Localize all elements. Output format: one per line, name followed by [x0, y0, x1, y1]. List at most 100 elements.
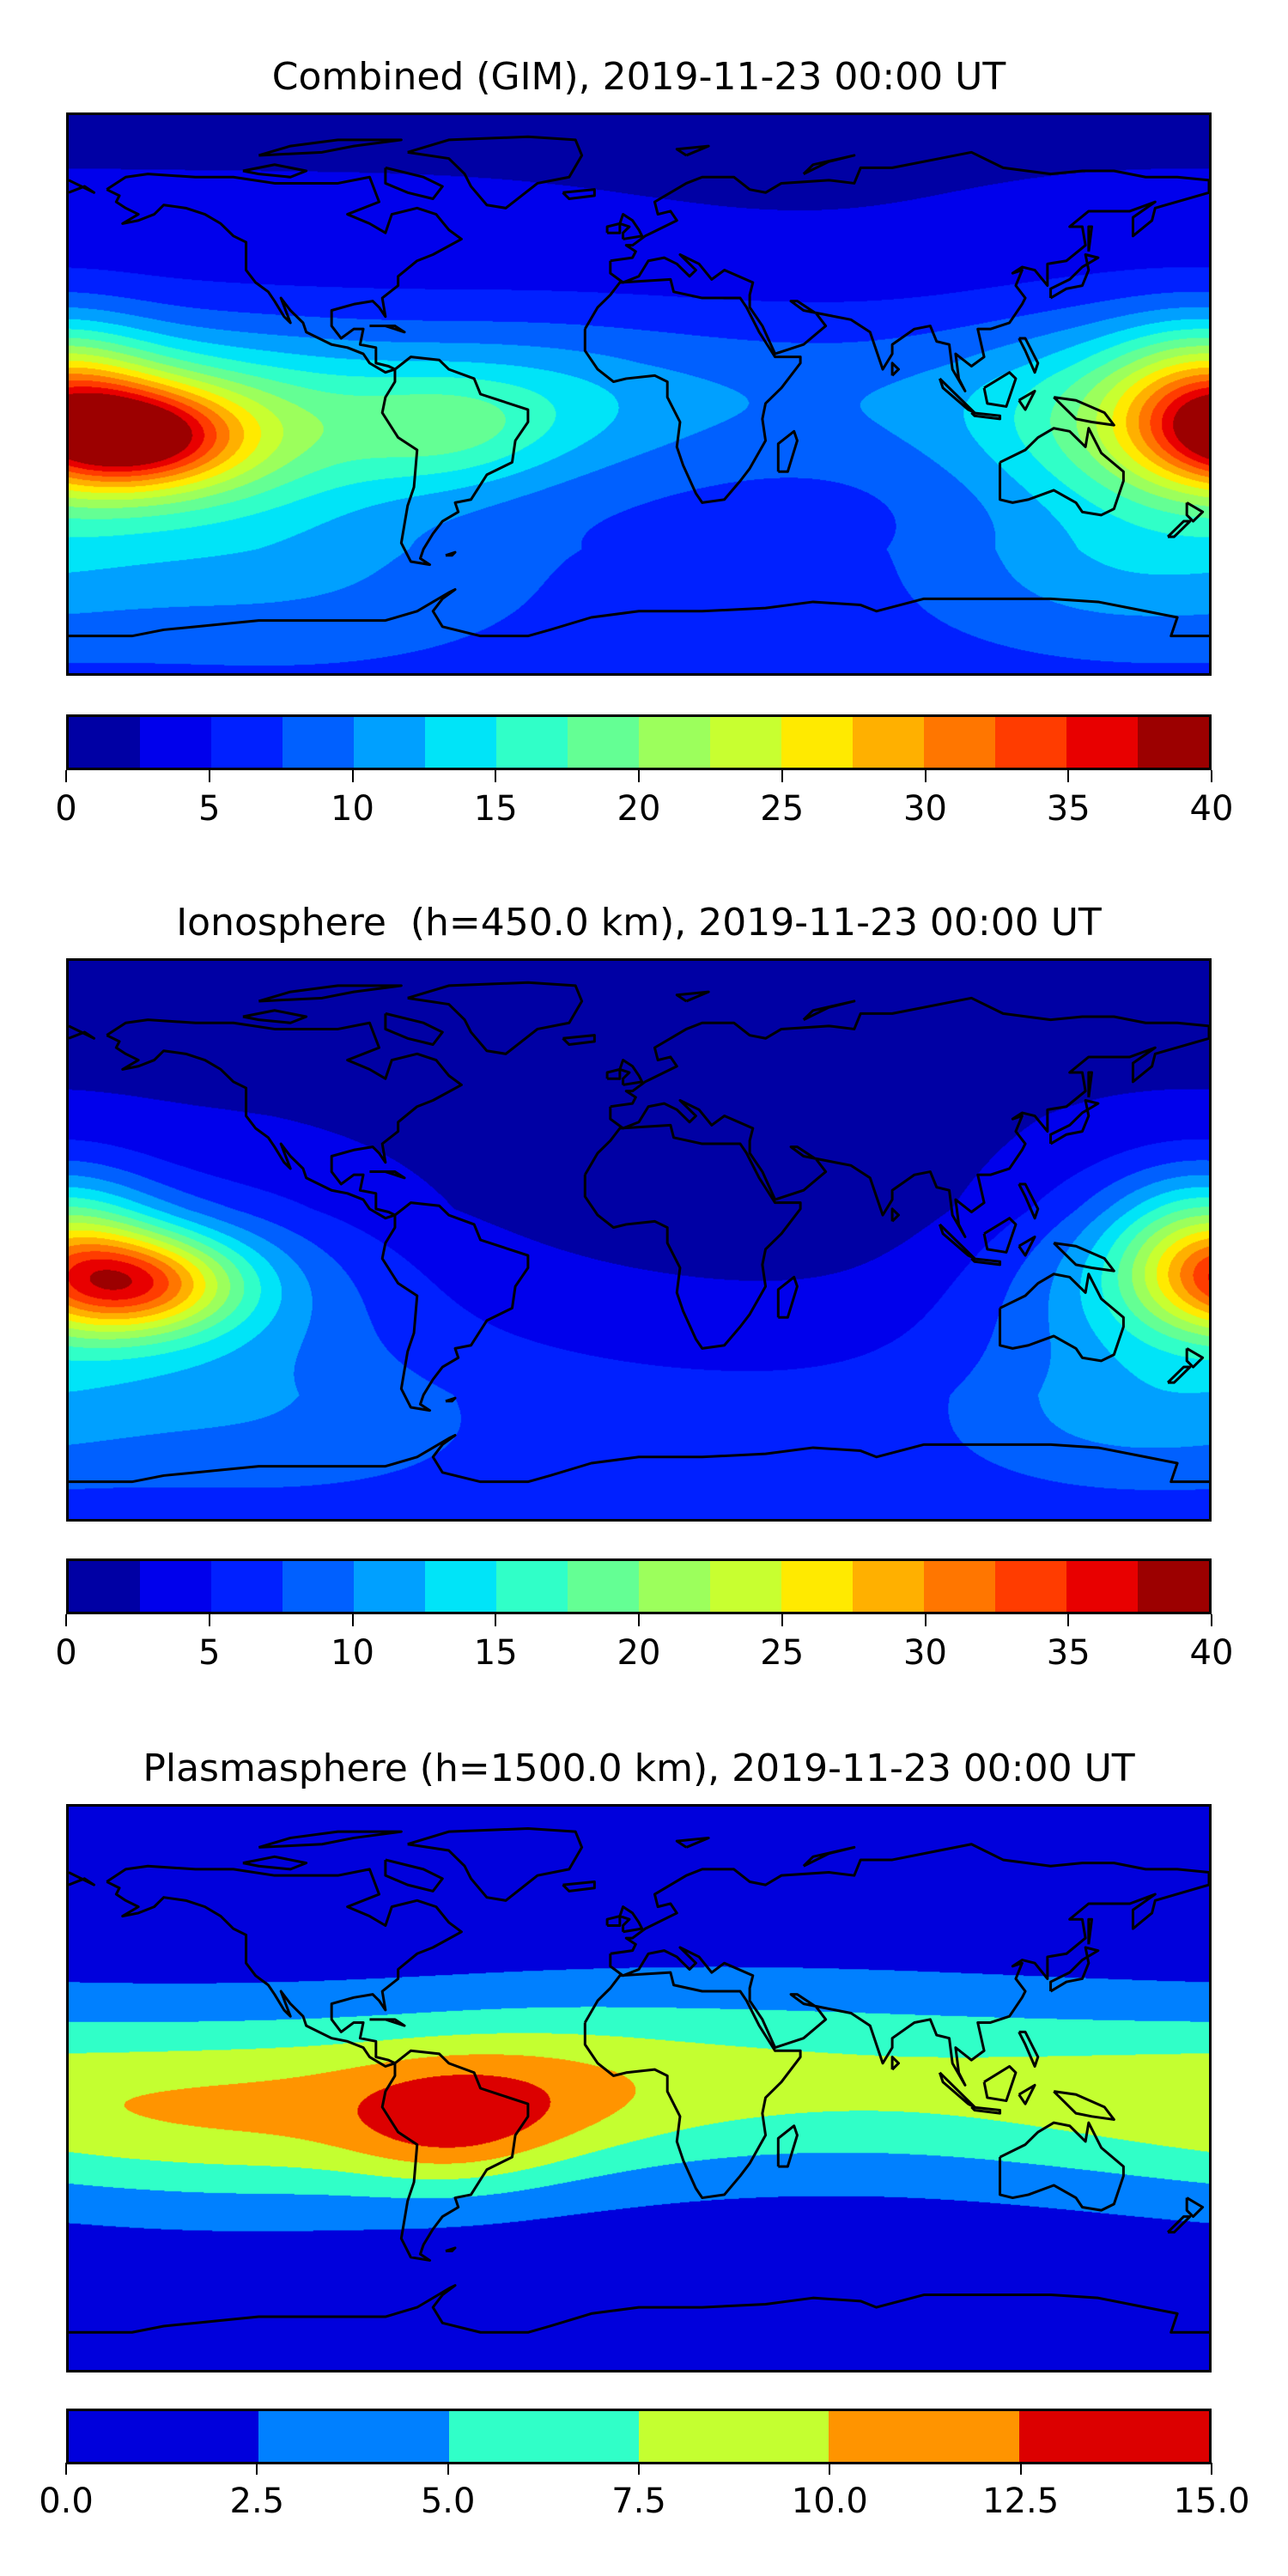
colorbar-tick-mark: [1019, 2463, 1022, 2475]
colorbar-segment: [211, 1561, 283, 1612]
colorbar-segment: [1066, 1561, 1138, 1612]
colorbar-segment: [639, 1561, 710, 1612]
colorbar-segment: [639, 717, 710, 768]
coastline: [677, 992, 708, 1001]
colorbar-segment: [1138, 1561, 1209, 1612]
coastline: [1168, 521, 1190, 537]
coastline: [611, 1844, 1209, 2086]
coastline: [69, 180, 94, 192]
panel-title: Combined (GIM), 2019-11-23 00:00 UT: [271, 55, 1006, 99]
coastline: [446, 552, 455, 556]
coastline: [1051, 1947, 1098, 1991]
coastlines: [69, 1807, 1209, 2370]
coastline: [106, 174, 461, 373]
coastline: [1054, 1243, 1114, 1272]
colorbar-segment: [140, 717, 211, 768]
coastline: [585, 1125, 800, 1348]
colorbar-segment: [496, 1561, 568, 1612]
coastlines: [69, 115, 1209, 673]
colorbar-segment: [781, 717, 853, 768]
colorbar-tick-label: 10.0: [791, 2482, 868, 2521]
coastline: [971, 2107, 999, 2113]
coastline: [408, 982, 582, 1054]
coastline: [984, 373, 1016, 407]
coastline: [778, 1277, 797, 1317]
coastline: [1000, 428, 1124, 515]
colorbar-tick-label: 40: [1189, 1633, 1234, 1673]
coastline: [386, 167, 442, 198]
colorbar-segment: [283, 717, 354, 768]
coastline: [585, 1972, 800, 2197]
colorbar-tick-label: 0: [55, 789, 77, 829]
colorbar-tick-mark: [65, 1614, 67, 1626]
colorbar-segment: [69, 1561, 140, 1612]
colorbar-tick-mark: [495, 1614, 497, 1626]
coastline: [69, 1873, 94, 1886]
coastline: [939, 379, 975, 413]
colorbar-segment: [258, 2411, 449, 2462]
colorbar-segment: [354, 1561, 425, 1612]
colorbar-tick-mark: [781, 1614, 783, 1626]
panel-title: Plasmasphere (h=1500.0 km), 2019-11-23 0…: [143, 1747, 1135, 1790]
coastline: [804, 1847, 854, 1866]
tec-contour-field: [69, 115, 1209, 673]
colorbar-segment: [924, 717, 995, 768]
coastline: [1019, 2085, 1035, 2104]
colorbar-tick-mark: [208, 770, 210, 782]
colorbar-tick-mark: [1067, 1614, 1070, 1626]
colorbar-segment: [568, 1561, 639, 1612]
colorbar-tick-label: 7.5: [611, 2482, 666, 2521]
colorbar-segment: [638, 2411, 829, 2462]
coastline: [408, 1829, 582, 1901]
coastline: [1019, 391, 1035, 410]
colorbar-tick-mark: [638, 770, 640, 782]
coastline: [106, 1020, 461, 1218]
colorbar-segment: [1018, 2411, 1209, 2462]
coastline: [1019, 1184, 1038, 1218]
colorbar-tick-label: 2.5: [229, 2482, 285, 2521]
coastline: [620, 1060, 642, 1085]
coastline: [892, 2057, 898, 2070]
coastline: [1089, 1072, 1092, 1097]
coastline: [939, 2073, 975, 2107]
coastline: [1054, 398, 1114, 426]
coastline: [971, 1259, 999, 1265]
colorbar-tick-label: 25: [760, 789, 805, 829]
colorbar-ticks: 0.0 2.5 5.0 7.5 10.0 12.5 15.0: [39, 2463, 1250, 2531]
coastline: [1168, 1367, 1190, 1382]
coastline: [607, 1917, 620, 1926]
colorbar-tick-mark: [1211, 2463, 1212, 2475]
coastline: [106, 1866, 461, 2066]
colorbar-tick-mark: [924, 770, 927, 782]
coastline: [258, 140, 401, 155]
colorbar-tick-mark: [351, 1614, 354, 1626]
colorbar-tick-mark: [924, 1614, 927, 1626]
coastline: [778, 2126, 797, 2166]
colorbar-tick-label: 5: [198, 789, 221, 829]
colorbar-tick-label: 30: [903, 789, 947, 829]
coastline: [804, 1001, 854, 1020]
coastline: [1187, 502, 1202, 521]
coastline: [984, 2066, 1016, 2100]
coastline: [778, 431, 797, 471]
colorbar-tick-mark: [1211, 1614, 1212, 1626]
colorbar-tick-label: 10: [331, 1633, 374, 1673]
coastline: [607, 1069, 620, 1078]
colorbar-tick-label: 0.0: [39, 2482, 94, 2521]
colorbar-segment: [710, 1561, 781, 1612]
coastline: [1051, 255, 1098, 299]
colorbar-segment: [853, 717, 924, 768]
coastline: [562, 190, 594, 199]
coastline: [386, 1013, 442, 1044]
colorbar-tick-label: 20: [617, 789, 661, 829]
coastline: [562, 1881, 594, 1891]
coastline: [892, 1209, 898, 1221]
coastline: [611, 998, 1209, 1236]
colorbar-tick-mark: [1211, 770, 1212, 782]
map-combined: [66, 112, 1212, 676]
colorbar-segment: [425, 1561, 496, 1612]
colorbar-ticks: 0 5 10 15 20 25 30 35 40: [55, 770, 1233, 839]
coastline: [971, 413, 999, 419]
coastline: [1000, 2123, 1124, 2210]
colorbar: [66, 1558, 1212, 1614]
